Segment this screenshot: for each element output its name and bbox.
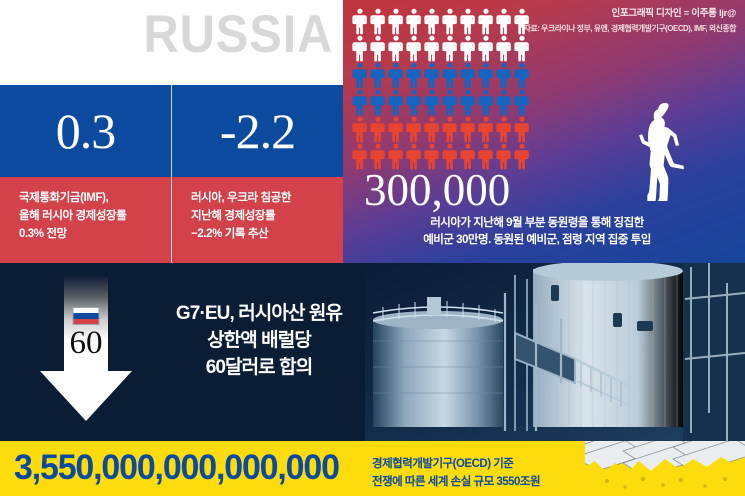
credit-block: 인포그래픽 디자인 = 이주룡 ljr@ 자료: 우크라이나 정부, 유엔, 경…: [523, 7, 737, 35]
person-icon: [424, 8, 439, 35]
person-icon: [442, 116, 457, 143]
person-icon: [460, 89, 475, 116]
person-icon: [496, 89, 511, 116]
person-icon: [460, 116, 475, 143]
title-band: RUSSIA: [0, 0, 343, 85]
down-arrow-icon: [40, 277, 132, 421]
person-icon: [388, 89, 403, 116]
flag-stripe-red: [73, 318, 99, 324]
person-icon: [460, 143, 475, 170]
stat-description-box: 국제통화기금(IMF), 올해 러시아 경제성장률 0.3% 전망: [0, 177, 171, 263]
person-icon: [442, 62, 457, 89]
mobilization-stat-block: 300,000 러시아가 지난해 9월 부분 동원령을 통해 징집한 예비군 3…: [356, 164, 732, 250]
person-icon: [496, 35, 511, 62]
oil-price-cap-section: 60 G7·EU, 러시아산 원유 상한액 배럴당 60달러로 합의: [0, 263, 745, 441]
person-icon: [352, 89, 367, 116]
person-icon: [442, 8, 457, 35]
person-icon: [496, 116, 511, 143]
person-icon: [352, 143, 367, 170]
stat-description: 국제통화기금(IMF), 올해 러시아 경제성장률 0.3% 전망: [19, 192, 127, 240]
stat-card-last-year-growth: -2.2 러시아, 우크라 침공한 지난해 경제성장률 −2.2% 기록 추산: [171, 85, 343, 263]
person-icon: [460, 62, 475, 89]
person-icon: [514, 62, 529, 89]
source-credit: 자료: 우크라이나 정부, 유엔, 경제협력개발기구(OECD), IMF, 외…: [523, 24, 737, 34]
person-icon: [406, 116, 421, 143]
stat-description: 러시아, 우크라 침공한 지난해 경제성장률 −2.2% 기록 추산: [191, 192, 292, 240]
person-icon: [388, 143, 403, 170]
person-icon: [514, 8, 529, 35]
page-title: RUSSIA: [143, 5, 333, 64]
person-icon: [370, 143, 385, 170]
person-icon: [388, 62, 403, 89]
flag-stripe-blue: [73, 313, 99, 319]
person-icon: [460, 8, 475, 35]
person-icon: [370, 8, 385, 35]
person-icon: [442, 143, 457, 170]
flag-stripe-white: [73, 308, 99, 314]
person-icon: [352, 8, 367, 35]
person-icon: [442, 89, 457, 116]
person-icon: [496, 8, 511, 35]
person-icon: [370, 89, 385, 116]
person-icon: [514, 89, 529, 116]
person-icon: [424, 35, 439, 62]
stat-value-box: -2.2: [172, 85, 343, 177]
price-cap-arrow: 60: [38, 275, 134, 425]
person-icon: [388, 35, 403, 62]
price-cap-value: 60: [69, 325, 103, 361]
person-icon: [388, 8, 403, 35]
person-icon: [370, 35, 385, 62]
person-icon: [424, 89, 439, 116]
person-icon: [424, 62, 439, 89]
person-icon: [406, 8, 421, 35]
designer-credit: 인포그래픽 디자인 = 이주룡 ljr@: [611, 8, 737, 19]
person-icon: [352, 116, 367, 143]
person-icon-grid: [351, 8, 531, 170]
economy-stats-panel: RUSSIA 0.3 국제통화기금(IMF), 올해 러시아 경제성장률 0.3…: [0, 0, 343, 263]
mobilization-number: 300,000: [364, 164, 511, 215]
person-icon: [370, 116, 385, 143]
person-icon: [514, 143, 529, 170]
stat-grid: 0.3 국제통화기금(IMF), 올해 러시아 경제성장률 0.3% 전망 -2…: [0, 85, 343, 263]
soldier-silhouette-icon: [639, 103, 684, 201]
person-icon: [478, 62, 493, 89]
person-icon: [406, 143, 421, 170]
stat-description-box: 러시아, 우크라 침공한 지난해 경제성장률 −2.2% 기록 추산: [172, 177, 343, 263]
person-icon: [478, 89, 493, 116]
person-icon: [478, 116, 493, 143]
person-icon: [424, 143, 439, 170]
person-icon: [478, 143, 493, 170]
person-icon: [514, 116, 529, 143]
person-icon: [478, 8, 493, 35]
person-icon: [460, 35, 475, 62]
person-icon: [496, 62, 511, 89]
mobilization-panel: 인포그래픽 디자인 = 이주룡 ljr@ 자료: 우크라이나 정부, 유엔, 경…: [343, 0, 745, 263]
stat-card-imf-forecast: 0.3 국제통화기금(IMF), 올해 러시아 경제성장률 0.3% 전망: [0, 85, 171, 263]
person-icon: [406, 35, 421, 62]
person-icon: [514, 35, 529, 62]
person-icon: [352, 35, 367, 62]
person-icon: [496, 143, 511, 170]
refinery-photo: [365, 263, 745, 441]
person-icon: [478, 35, 493, 62]
global-loss-section: 3,550,000,000,000,000 경제협력개발기구(OECD) 기준 …: [0, 441, 745, 496]
global-loss-caption: 경제협력개발기구(OECD) 기준 전쟁에 따른 세계 손실 규모 3550조원: [372, 458, 541, 489]
person-icon: [388, 116, 403, 143]
stat-value-box: 0.3: [0, 85, 171, 177]
person-icon: [370, 62, 385, 89]
russia-flag-icon: [72, 307, 100, 325]
global-loss-number: 3,550,000,000,000,000: [14, 448, 340, 487]
person-icon: [406, 89, 421, 116]
person-icon: [406, 62, 421, 89]
money-stack-icon: [585, 441, 745, 496]
person-icon: [424, 116, 439, 143]
oil-cap-headline: G7·EU, 러시아산 원유 상한액 배럴당 60달러로 합의: [175, 303, 343, 378]
stat-value: 0.3: [55, 103, 116, 159]
person-icon: [352, 62, 367, 89]
person-icon: [442, 35, 457, 62]
top-section: RUSSIA 0.3 국제통화기금(IMF), 올해 러시아 경제성장률 0.3…: [0, 0, 745, 263]
stat-value: -2.2: [219, 103, 296, 159]
mobilization-caption: 러시아가 지난해 9월 부분 동원령을 통해 징집한 예비군 30만명. 동원된…: [423, 216, 651, 246]
